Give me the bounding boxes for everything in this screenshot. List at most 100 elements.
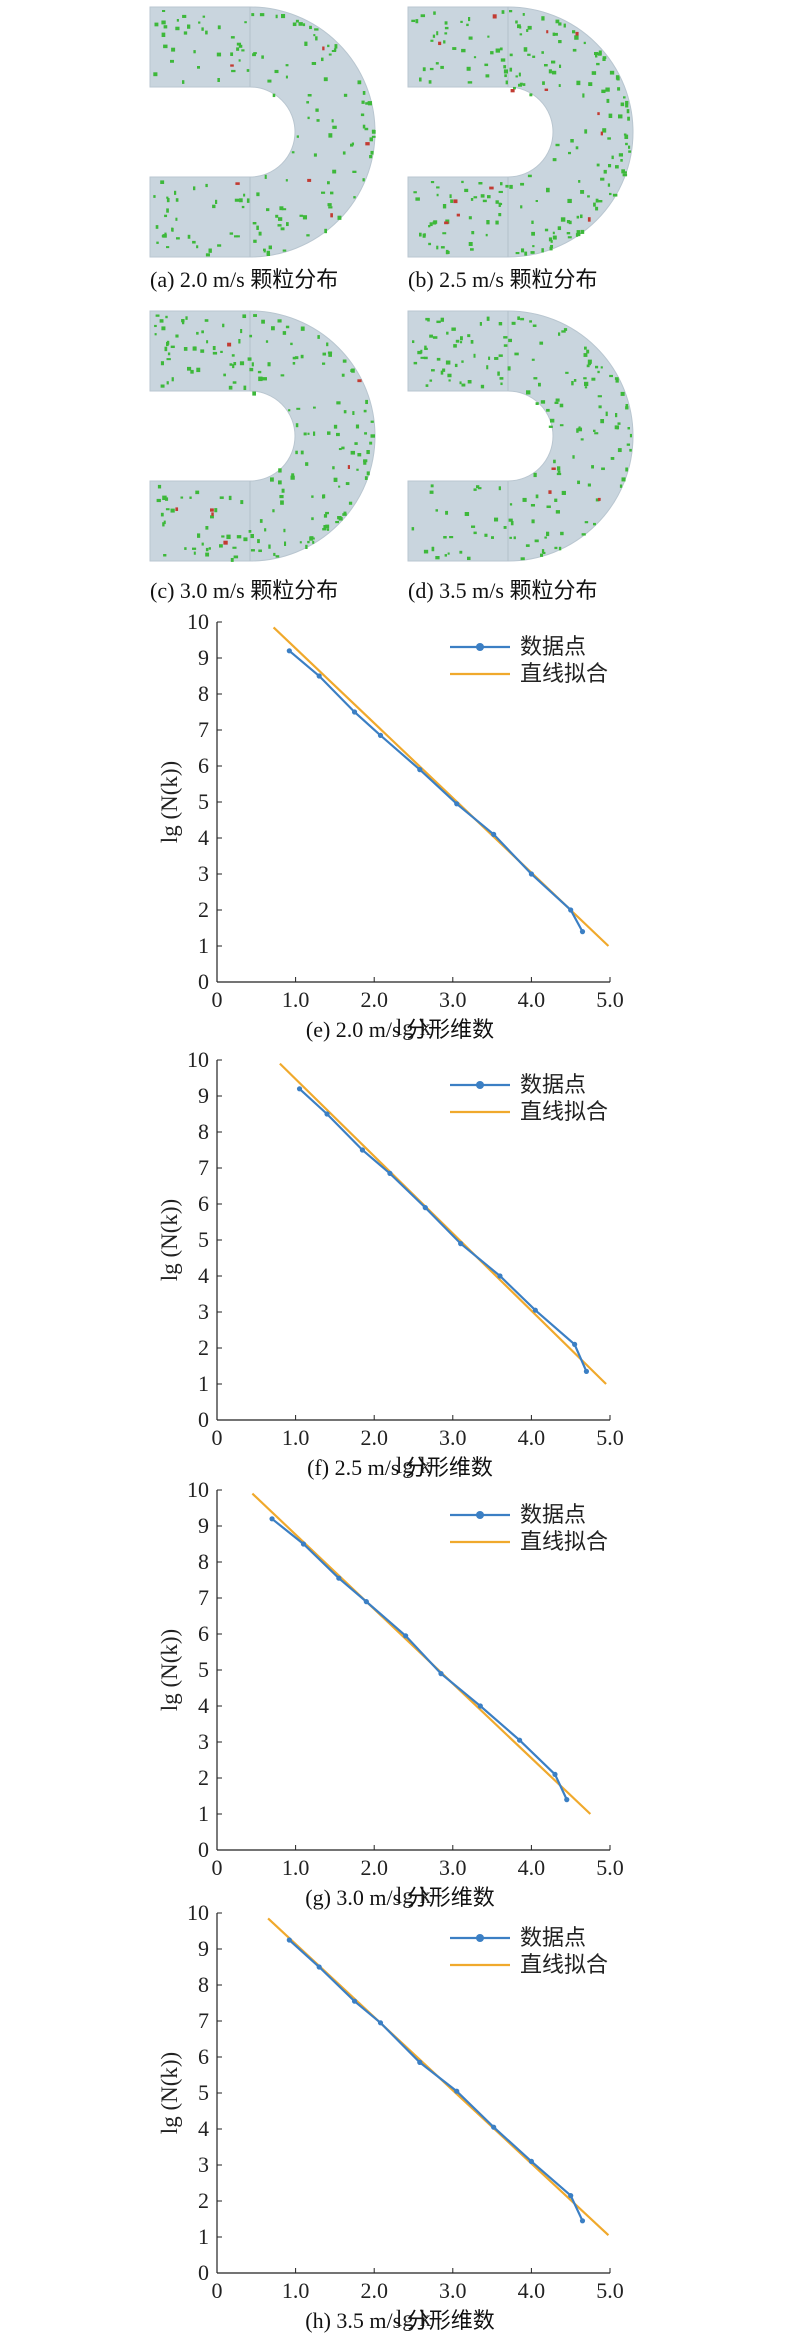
particle xyxy=(583,353,588,357)
particle xyxy=(323,77,328,82)
particle xyxy=(193,50,196,54)
particle xyxy=(216,52,222,57)
particle xyxy=(615,378,619,383)
particle xyxy=(449,194,452,199)
x-tick-label: 2.0 xyxy=(360,1425,388,1450)
particle xyxy=(593,202,596,207)
particle xyxy=(584,381,589,387)
particle xyxy=(275,14,278,19)
particle xyxy=(600,177,605,181)
particle xyxy=(555,19,560,24)
particle xyxy=(184,547,187,550)
particle xyxy=(413,361,418,365)
particle xyxy=(486,316,490,321)
particle xyxy=(620,159,623,162)
particle xyxy=(236,235,240,238)
particle xyxy=(164,214,168,218)
particle xyxy=(328,352,332,357)
particle xyxy=(428,80,432,84)
particle xyxy=(500,182,503,186)
particle xyxy=(574,35,579,40)
particle xyxy=(321,191,326,194)
data-point xyxy=(363,1599,369,1605)
particle xyxy=(600,419,605,424)
particle xyxy=(614,377,619,380)
particle xyxy=(548,237,552,242)
particle xyxy=(259,13,265,17)
particle xyxy=(440,317,445,322)
particle xyxy=(544,536,547,539)
particle xyxy=(546,531,550,537)
particle xyxy=(292,22,297,27)
x-tick-label: 5.0 xyxy=(596,1425,624,1450)
particle xyxy=(263,249,266,253)
particle xyxy=(558,332,561,336)
particle xyxy=(155,314,160,317)
particle xyxy=(464,512,470,517)
particle xyxy=(560,217,566,222)
particle xyxy=(230,558,234,562)
particle xyxy=(576,215,580,219)
particle xyxy=(246,198,250,203)
particle xyxy=(162,495,167,501)
particle xyxy=(527,174,532,178)
y-tick-label: 1 xyxy=(198,933,209,958)
particle xyxy=(571,381,574,386)
pipe-bend xyxy=(407,6,634,258)
particle xyxy=(261,319,265,324)
particle xyxy=(444,554,447,557)
y-tick-label: 1 xyxy=(198,1371,209,1396)
particle xyxy=(625,142,628,146)
particle xyxy=(330,213,333,218)
particle xyxy=(541,51,544,54)
data-point xyxy=(517,1737,523,1743)
particle xyxy=(470,198,474,201)
particle xyxy=(473,353,476,358)
particle xyxy=(181,319,185,323)
particle xyxy=(201,542,204,546)
particle xyxy=(593,429,596,432)
particle xyxy=(333,424,338,429)
particle xyxy=(538,382,541,387)
y-tick-label: 4 xyxy=(198,1263,209,1288)
particle xyxy=(435,62,439,65)
particle xyxy=(170,345,175,349)
x-tick-label: 2.0 xyxy=(360,1855,388,1880)
particle xyxy=(335,521,340,524)
particle xyxy=(572,455,575,459)
particle xyxy=(429,334,433,338)
particle xyxy=(266,252,271,257)
particle xyxy=(170,59,174,63)
particle xyxy=(515,20,518,24)
particle xyxy=(566,232,571,235)
particle xyxy=(559,403,564,408)
particle xyxy=(507,366,511,371)
particle xyxy=(548,490,552,494)
particle xyxy=(291,151,295,154)
data-point xyxy=(579,929,586,935)
particle xyxy=(175,217,178,221)
particle xyxy=(446,331,449,335)
x-tick-label: 1.0 xyxy=(282,2278,310,2303)
particle xyxy=(208,547,211,550)
particle xyxy=(572,48,577,52)
legend-data-label: 数据点 xyxy=(520,1925,586,1950)
x-tick-label: 5.0 xyxy=(596,2278,624,2303)
particle xyxy=(424,347,428,351)
particle xyxy=(521,248,525,253)
particle xyxy=(288,409,291,412)
data-point xyxy=(422,1205,428,1211)
particle xyxy=(212,346,216,351)
legend-fit-label: 直线拟合 xyxy=(520,1529,608,1554)
particle xyxy=(479,322,482,326)
particle xyxy=(484,63,489,67)
legend-data-marker xyxy=(476,1081,484,1089)
x-tick-label: 0 xyxy=(212,1425,223,1450)
particle xyxy=(280,374,285,377)
particle xyxy=(609,70,615,75)
particle xyxy=(165,315,168,319)
particle xyxy=(563,23,566,28)
y-axis-label: lg (N(k)) xyxy=(157,2052,182,2134)
particle xyxy=(165,497,169,501)
particle xyxy=(192,240,196,244)
